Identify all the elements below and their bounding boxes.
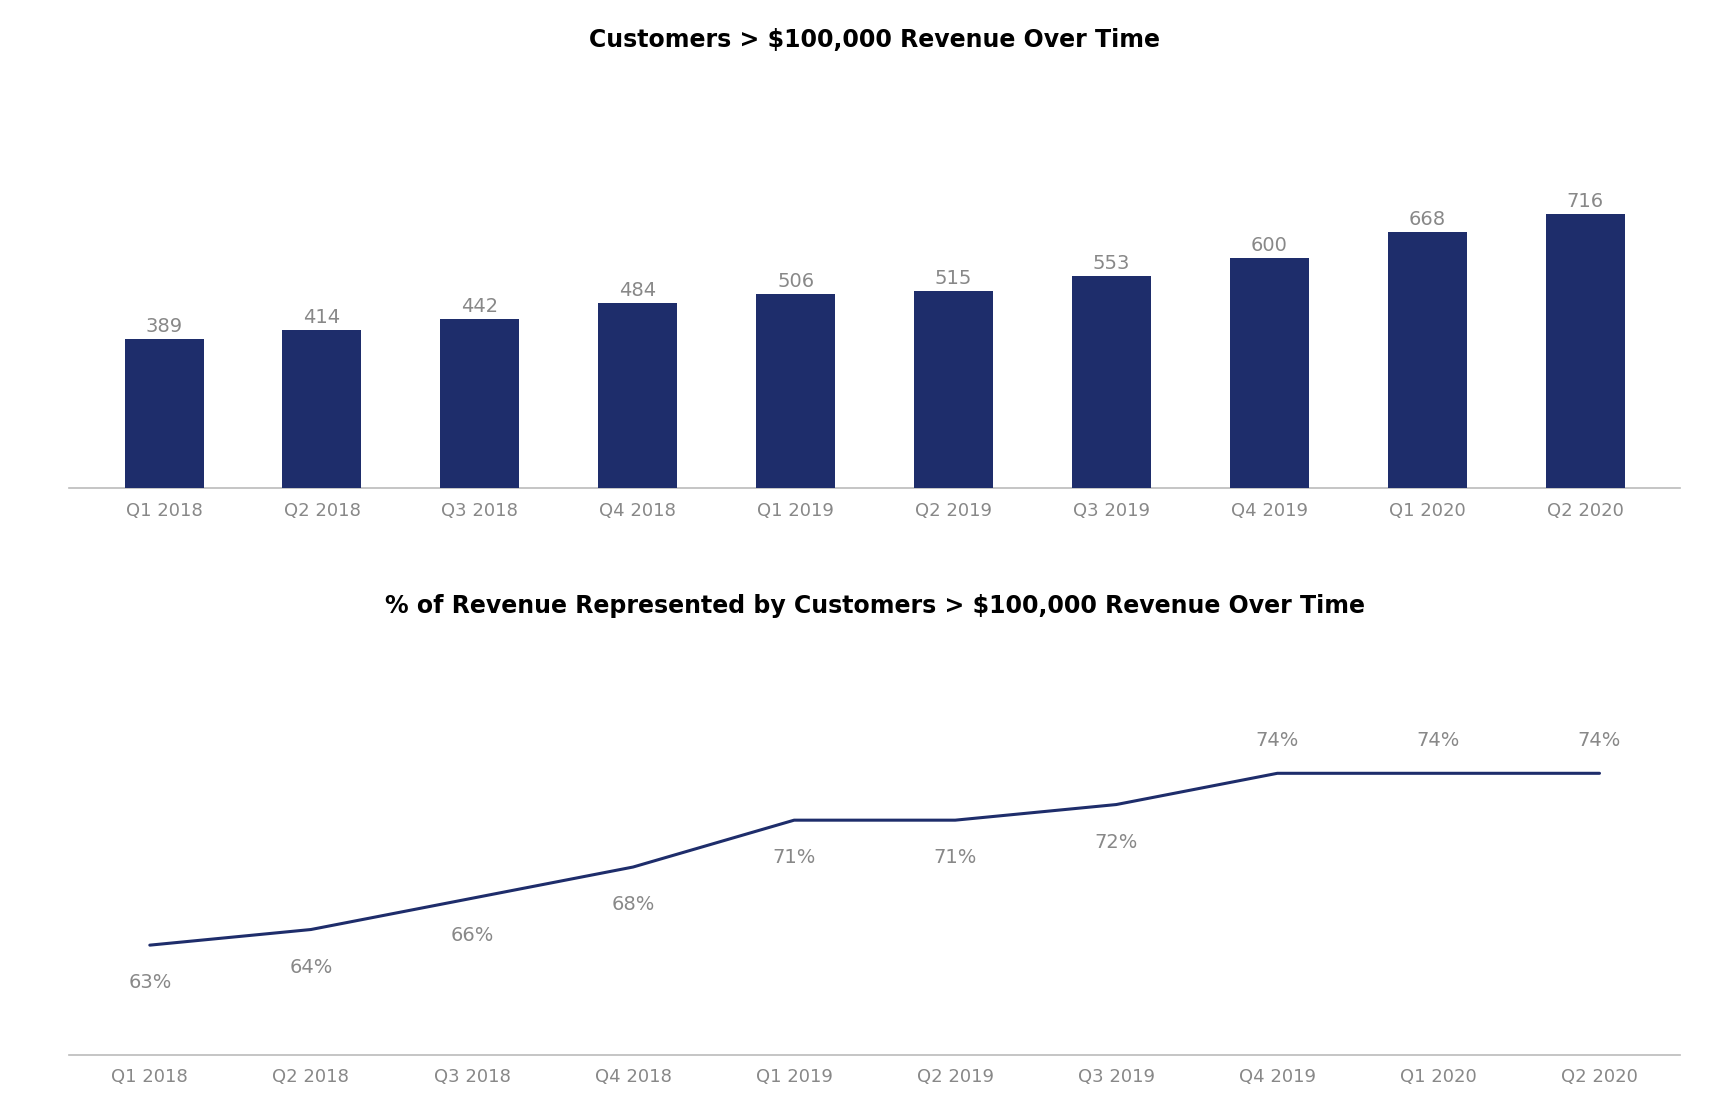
Text: 515: 515: [935, 269, 972, 287]
Bar: [1547, 214, 1625, 488]
Text: 64%: 64%: [289, 958, 333, 977]
Bar: [914, 291, 992, 488]
Title: % of Revenue Represented by Customers > $100,000 Revenue Over Time: % of Revenue Represented by Customers > …: [385, 594, 1365, 618]
Text: 74%: 74%: [1417, 730, 1460, 750]
Text: 71%: 71%: [772, 848, 816, 867]
Bar: [598, 303, 677, 488]
Text: 71%: 71%: [934, 848, 977, 867]
Text: 414: 414: [303, 307, 341, 326]
Bar: [1387, 232, 1467, 488]
Text: 506: 506: [778, 272, 814, 291]
Text: 68%: 68%: [611, 895, 655, 915]
Bar: [440, 319, 520, 488]
Bar: [1230, 259, 1309, 488]
Text: 66%: 66%: [450, 927, 494, 946]
Title: Customers > $100,000 Revenue Over Time: Customers > $100,000 Revenue Over Time: [589, 28, 1160, 52]
Bar: [125, 340, 204, 488]
Text: 716: 716: [1567, 192, 1604, 211]
Text: 74%: 74%: [1256, 730, 1299, 750]
Bar: [282, 330, 362, 488]
Text: 668: 668: [1408, 210, 1446, 229]
Text: 389: 389: [145, 317, 182, 336]
Text: 484: 484: [620, 281, 656, 300]
Text: 72%: 72%: [1095, 832, 1138, 851]
Text: 63%: 63%: [128, 973, 171, 992]
Bar: [757, 294, 835, 488]
Text: 553: 553: [1093, 254, 1131, 273]
Text: 600: 600: [1251, 236, 1289, 255]
Text: 442: 442: [461, 296, 499, 316]
Bar: [1072, 276, 1152, 488]
Text: 74%: 74%: [1578, 730, 1621, 750]
